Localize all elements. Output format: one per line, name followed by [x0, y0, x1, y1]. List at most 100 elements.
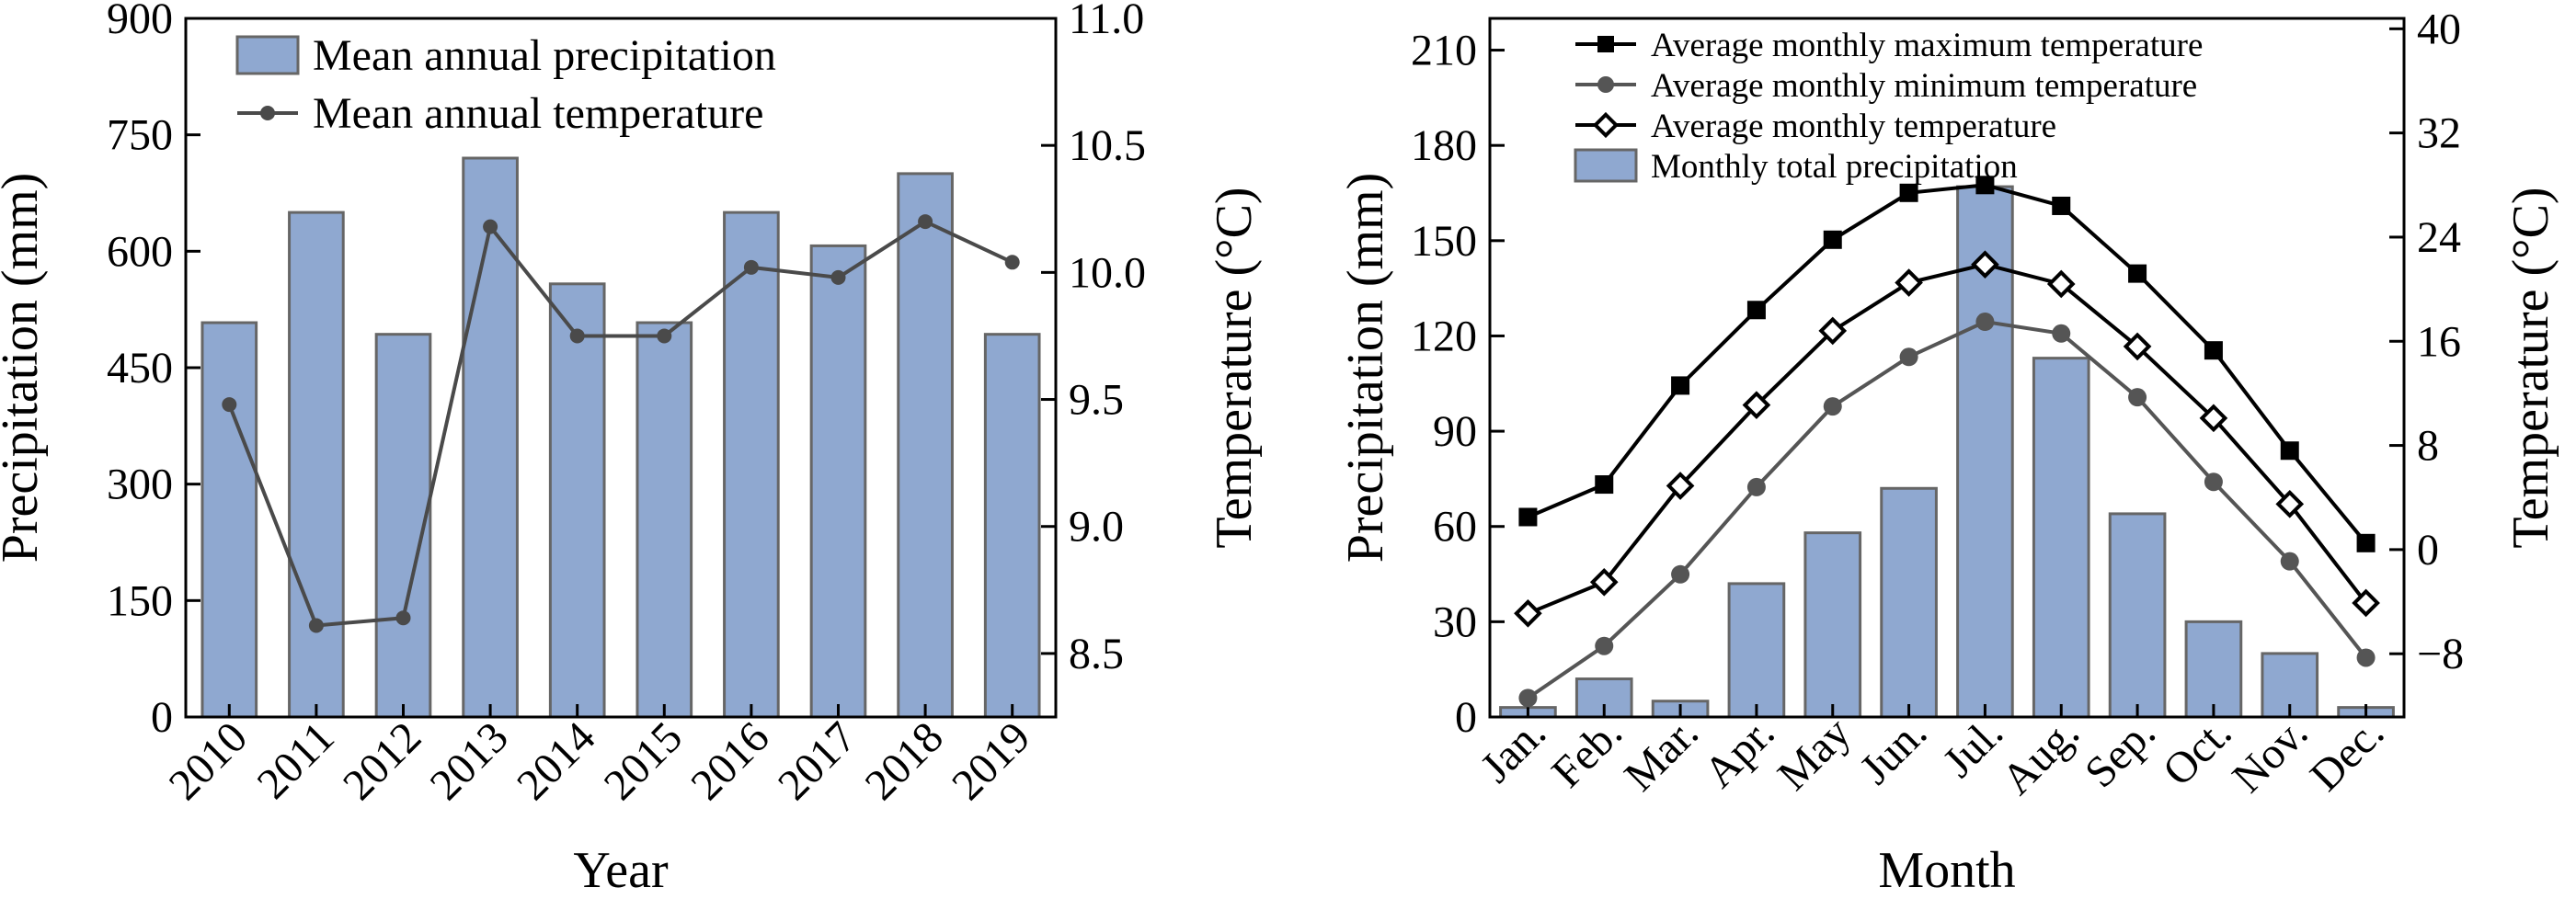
x-axis-title: Year	[573, 842, 669, 899]
legend-label: Mean annual precipitation	[313, 31, 776, 80]
y-tick-label: 600	[107, 227, 173, 276]
data-point	[1595, 475, 1614, 495]
bar-2012	[374, 333, 432, 719]
x-tick-label: Mar.	[1615, 708, 1708, 801]
y2-axis-title: Temperature (°C)	[1206, 187, 1263, 548]
bar-2010	[200, 321, 258, 719]
x-tick-label: 2018	[856, 712, 953, 809]
x-tick-label: 2017	[769, 712, 865, 809]
x-tick-label: Nov.	[2223, 708, 2317, 802]
y2-tick-label: 16	[2417, 317, 2461, 366]
legend-marker	[1597, 36, 1614, 52]
data-point	[830, 269, 846, 285]
y2-tick-label: 10.0	[1069, 248, 1146, 297]
data-point	[222, 397, 237, 413]
data-point	[1746, 477, 1766, 496]
y2-tick-label: 0	[2417, 526, 2439, 575]
bar-2016	[723, 211, 780, 719]
y2-tick-label: −8	[2417, 630, 2464, 678]
y-tick-label: 150	[107, 576, 173, 625]
plot-frame	[1488, 17, 2406, 719]
bar-jun	[1880, 486, 1938, 719]
data-point	[2204, 341, 2223, 360]
y-tick-label: 450	[107, 344, 173, 393]
data-point	[2204, 472, 2223, 492]
legend-marker	[1597, 76, 1614, 93]
y2-tick-label: 32	[2417, 109, 2461, 158]
bar-2018	[897, 172, 954, 719]
data-point	[1742, 391, 1771, 420]
data-point	[2052, 324, 2071, 343]
data-point	[1818, 316, 1848, 346]
legend-label: Average monthly maximum temperature	[1651, 27, 2203, 64]
y2-axis-title: Temperature (°C)	[2502, 187, 2559, 548]
legend-swatch	[1574, 148, 1638, 183]
y-tick-label: 0	[151, 693, 173, 742]
y-tick-label: 180	[1411, 121, 1477, 170]
data-point	[918, 214, 933, 230]
y2-tick-label: 9.5	[1069, 376, 1124, 425]
legend-label: Monthly total precipitation	[1651, 148, 2018, 186]
y-tick-label: 300	[107, 461, 173, 509]
data-point	[1971, 250, 1999, 279]
series-line-1	[227, 219, 1013, 628]
bar-apr	[1727, 582, 1786, 719]
data-point	[395, 610, 411, 626]
y2-tick-label: 24	[2417, 213, 2461, 262]
data-point	[2199, 404, 2228, 433]
series-line-1	[1527, 319, 2368, 700]
series-line-0	[1527, 183, 2368, 545]
y-axis-title: Precipitation (mm)	[0, 173, 49, 563]
bar-aug	[2032, 357, 2090, 719]
y-tick-label: 90	[1433, 407, 1477, 456]
data-point	[2128, 264, 2147, 283]
data-point	[2046, 269, 2076, 299]
y2-tick-label: 11.0	[1069, 0, 1144, 43]
legend-label: Mean annual temperature	[313, 89, 763, 138]
data-point	[2128, 388, 2147, 407]
monthly-chart: 0306090120150180210−80816243240Jan.Feb.M…	[1337, 5, 2559, 899]
data-point	[2052, 196, 2071, 215]
data-point	[743, 259, 759, 275]
bar-sep	[2108, 512, 2167, 719]
y-tick-label: 150	[1411, 217, 1477, 266]
x-tick-label: 2012	[334, 712, 430, 809]
data-point	[2280, 441, 2299, 461]
bar-2011	[288, 211, 345, 719]
legend-swatch	[235, 35, 300, 75]
data-point	[2356, 533, 2376, 552]
data-point	[1823, 230, 1842, 249]
bar-oct	[2184, 620, 2243, 719]
y-axis-title: Precipitation (mm)	[1337, 173, 1394, 563]
legend-marker	[1592, 111, 1620, 139]
data-point	[1899, 347, 1918, 367]
data-point	[308, 618, 324, 633]
x-tick-label: Feb.	[1542, 708, 1631, 797]
annual-chart: 0 150 300 450 600 750 900 8.5 9.0 9.5 10.0 10.5 11.0…	[0, 0, 1263, 899]
x-tick-label: 2014	[508, 712, 604, 809]
x-tick-label: Oct.	[2154, 708, 2241, 795]
x-tick-label: May	[1769, 708, 1860, 800]
bar-2019	[983, 333, 1041, 719]
data-point	[1975, 176, 1995, 195]
data-point	[1004, 255, 1020, 270]
bar-2014	[548, 282, 606, 719]
data-point	[657, 328, 672, 344]
y-tick-label: 210	[1411, 27, 1477, 75]
x-axis-title: Month	[1878, 842, 2015, 899]
data-point	[1823, 397, 1842, 416]
bar-may	[1803, 531, 1862, 719]
data-point	[1975, 313, 1995, 332]
x-tick-label: Jan.	[1471, 708, 1555, 791]
y2-tick-label: 8	[2417, 422, 2439, 471]
data-point	[2123, 332, 2152, 361]
x-tick-label: Aug.	[1993, 708, 2089, 803]
x-tick-label: Sep.	[2076, 708, 2165, 797]
legend-label: Average monthly temperature	[1651, 108, 2056, 145]
x-tick-label: 2010	[160, 712, 257, 809]
x-tick-label: Dec.	[2301, 708, 2394, 801]
y2-tick-label: 10.5	[1069, 121, 1146, 170]
bar-2013	[462, 156, 519, 719]
bar-2015	[635, 321, 693, 719]
